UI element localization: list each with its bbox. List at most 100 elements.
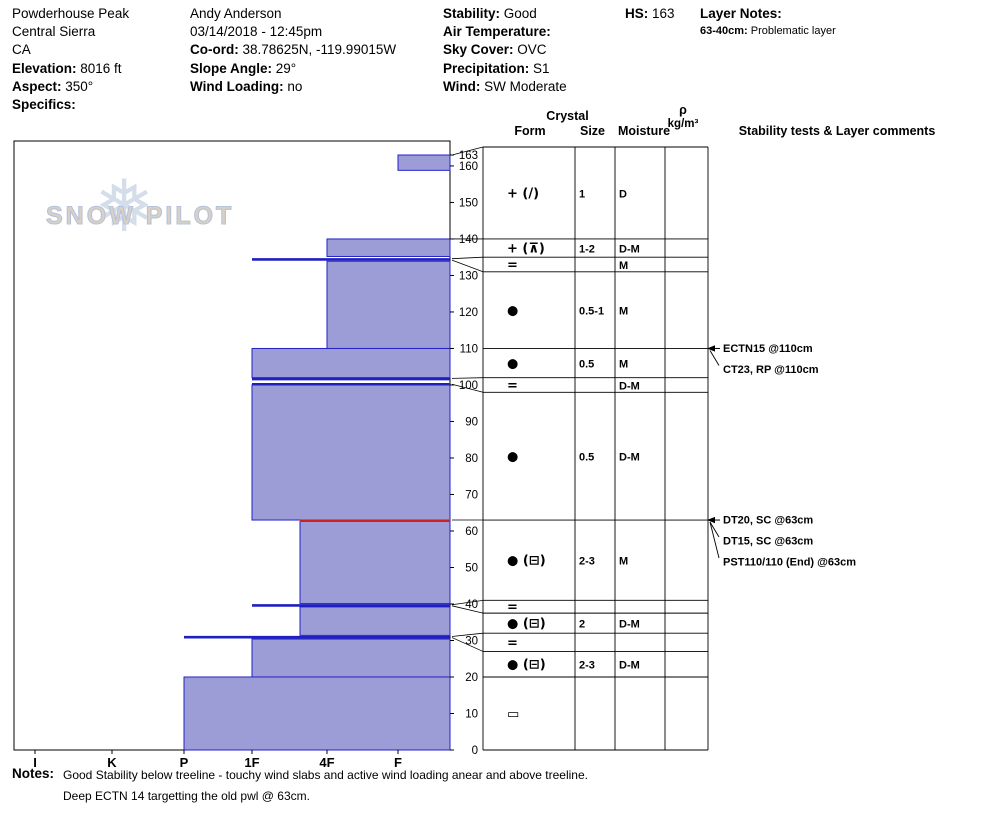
slope-angle: Slope Angle: 29° <box>190 60 396 78</box>
hardness-bar <box>299 520 451 605</box>
coordinates: Co-ord: 38.78625N, -119.99015W <box>190 41 396 59</box>
stability-value: Good <box>500 6 537 21</box>
hardness-label: K <box>107 755 117 770</box>
depth-label: 130 <box>459 270 478 282</box>
wind-value: SW Moderate <box>480 78 567 94</box>
height-of-snow: HS: 163 <box>625 5 675 23</box>
size-cell: 1 <box>579 188 585 200</box>
layer-note: 63-40cm: Problematic layer <box>700 23 836 40</box>
sky-cover: Sky Cover: OVC <box>443 41 567 59</box>
hardness-bar <box>251 347 451 379</box>
site-state: CA <box>12 42 31 58</box>
site-name: Powderhouse Peak <box>12 6 130 21</box>
depth-label: 160 <box>459 161 478 173</box>
site-specifics: Specifics: <box>12 96 129 114</box>
header-layer-notes-column: Layer Notes: 63-40cm: Problematic layer <box>700 5 836 40</box>
moisture-cell: M <box>619 260 628 272</box>
aspect-label: Aspect: <box>12 78 62 94</box>
size-cell: 0.5 <box>579 359 594 371</box>
column-header-comments: Stability tests & Layer comments <box>738 124 936 138</box>
notes-line-2: Deep ECTN 14 targetting the old pwl @ 63… <box>63 789 310 803</box>
size-cell: 2-3 <box>579 556 595 568</box>
moisture-cell: D-M <box>619 380 640 392</box>
hardness-bar <box>299 606 451 636</box>
connector-line <box>451 605 484 614</box>
form-cell: ● (⊟) <box>507 617 546 632</box>
depth-label: 70 <box>465 489 478 501</box>
hardness-bar <box>326 238 451 257</box>
column-header-density: ρ <box>679 103 687 117</box>
moisture-cell: D-M <box>619 660 640 672</box>
connector-line <box>451 259 484 273</box>
header-conditions-column: Stability: Good Air Temperature: Sky Cov… <box>443 5 567 96</box>
precipitation: Precipitation: S1 <box>443 60 567 78</box>
test-connector-line <box>709 521 720 559</box>
column-header-size: Size <box>579 124 605 138</box>
hardness-bar <box>326 260 451 349</box>
test-label: ECTN15 @110cm <box>723 343 813 355</box>
slope-angle-value: 29° <box>272 60 297 76</box>
form-cell: = <box>507 636 518 651</box>
connector-line <box>451 256 484 260</box>
form-cell: ● <box>507 357 518 372</box>
test-arrowhead <box>707 516 715 524</box>
layer-notes-heading: Layer Notes: <box>700 5 836 23</box>
observer-name: Andy Anderson <box>190 6 282 21</box>
connector-line <box>451 599 484 606</box>
size-cell: 2 <box>579 619 585 631</box>
site-elevation: Elevation: 8016 ft <box>12 60 129 78</box>
size-cell: 1-2 <box>579 244 595 256</box>
form-cell: + (/) <box>507 186 539 201</box>
connector-line <box>451 637 484 652</box>
test-connector-line <box>709 521 720 538</box>
test-label: DT15, SC @63cm <box>723 536 813 548</box>
depth-label: 120 <box>459 307 478 319</box>
moisture-cell: M <box>619 359 628 371</box>
form-cell: ● <box>507 304 518 319</box>
hardness-bar <box>251 384 451 521</box>
depth-label: 10 <box>465 708 478 720</box>
hardness-bar <box>397 154 451 171</box>
depth-label: 40 <box>465 599 478 611</box>
form-cell: = <box>507 378 518 393</box>
hardness-label: 1F <box>244 755 259 770</box>
form-cell: ● (⊟) <box>507 658 546 673</box>
wind-loading-label: Wind Loading: <box>190 78 284 94</box>
column-header-crystal: Crystal <box>546 109 589 123</box>
column-header-form: Form <box>514 124 546 138</box>
moisture-cell: M <box>619 306 628 318</box>
size-cell: 0.5 <box>579 452 594 464</box>
hardness-label: I <box>33 755 37 770</box>
wind: Wind: SW Moderate <box>443 78 567 96</box>
depth-label: 100 <box>459 380 478 392</box>
wind-loading-value: no <box>283 78 303 94</box>
observation-datetime: 03/14/2018 - 12:45pm <box>190 24 323 40</box>
connector-line <box>451 377 484 379</box>
form-cell: ● (⊟) <box>507 554 546 569</box>
layer-notes-label: Layer Notes: <box>700 6 782 21</box>
snowflake-icon: ❅ <box>94 164 155 248</box>
test-label: CT23, RP @110cm <box>723 364 819 376</box>
wind-loading: Wind Loading: no <box>190 78 396 96</box>
stability: Stability: Good <box>443 5 567 23</box>
size-cell: 2-3 <box>579 660 595 672</box>
hardness-label: F <box>394 755 402 770</box>
hardness-label: 4F <box>319 755 334 770</box>
site-range: Central Sierra <box>12 24 96 40</box>
precipitation-label: Precipitation: <box>443 60 530 76</box>
form-cell: ● <box>507 450 518 465</box>
test-label: DT20, SC @63cm <box>723 515 813 527</box>
connector-line <box>451 632 484 637</box>
sky-cover-value: OVC <box>513 42 547 58</box>
header-observer-column: Andy Anderson 03/14/2018 - 12:45pm Co-or… <box>190 5 396 96</box>
hs-label: HS: <box>625 6 649 21</box>
coord-label: Co-ord: <box>190 42 239 58</box>
hardness-bar <box>251 638 451 678</box>
column-header-density-unit: kg/m³ <box>667 118 699 130</box>
test-arrowhead <box>707 345 715 352</box>
air-temperature: Air Temperature: <box>443 23 567 41</box>
hardness-label: P <box>180 755 189 770</box>
test-connector-line <box>709 350 720 366</box>
